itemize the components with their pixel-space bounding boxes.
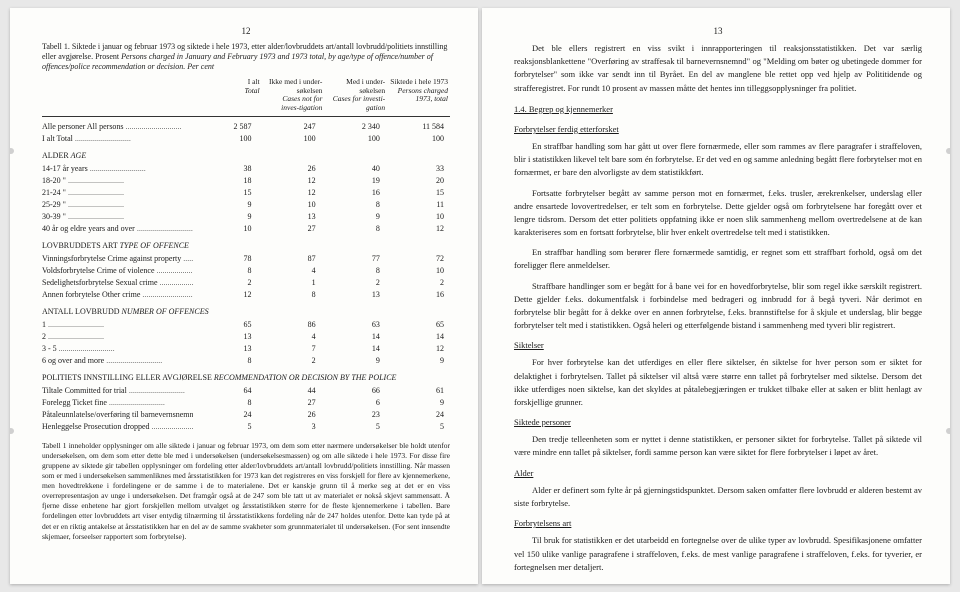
table-row: Påtaleunnlatelse/overføring til barnever… xyxy=(42,409,450,421)
para-10: Dersom en person er siktet for flere for… xyxy=(514,581,922,584)
table-row: 21-24 " ............................1512… xyxy=(42,187,450,199)
page-left: 12 Tabell 1. Siktede i januar og februar… xyxy=(10,8,478,584)
right-text-body: Det ble ellers registrert en viss svikt … xyxy=(514,42,922,584)
table-title: Tabell 1. Siktede i januar og februar 19… xyxy=(42,42,450,72)
table-body: Alle personer All persons ..............… xyxy=(42,121,450,433)
para-3: Fortsatte forbrytelser begått av samme p… xyxy=(514,187,922,240)
table-row: 2 ............................1341414 xyxy=(42,331,450,343)
table-row: 30-39 " ............................9139… xyxy=(42,211,450,223)
table-row: 3 - 5 ............................137141… xyxy=(42,343,450,355)
table-row: 14-17 år years .........................… xyxy=(42,163,450,175)
para-8: Alder er definert som fylte år på gjerni… xyxy=(514,484,922,510)
page-number-left: 12 xyxy=(42,26,450,36)
table-row: 6 og over and more .....................… xyxy=(42,355,450,367)
col-total-it: Total xyxy=(201,87,260,96)
para-intro: Det ble ellers registrert en viss svikt … xyxy=(514,42,922,95)
col-notinv: Ikke med i under-søkelsen xyxy=(264,78,323,95)
para-9: Til bruk for statistikken er det utarbei… xyxy=(514,534,922,574)
section-heading: LOVBRUDDETS ART TYPE OF OFFENCE xyxy=(42,241,450,250)
para-7: Den tredje telleenheten som er nyttet i … xyxy=(514,433,922,459)
table-row: Sedelighetsforbrytelse Sexual crime ....… xyxy=(42,277,450,289)
heading-forbr: Forbrytelser ferdig etterforsket xyxy=(514,123,922,136)
table-row: I alt Total ............................… xyxy=(42,133,450,145)
table-row: 18-20 " ............................1812… xyxy=(42,175,450,187)
footnote-text: Tabell 1 inneholder opplysninger om alle… xyxy=(42,441,450,542)
heading-14: 1.4. Begrep og kjennemerker xyxy=(514,103,922,116)
heading-alder: Alder xyxy=(514,467,922,480)
page-right: 13 Det ble ellers registrert en viss svi… xyxy=(482,8,950,584)
page-number-right: 13 xyxy=(514,26,922,36)
col-inv: Med i under-søkelsen xyxy=(326,78,385,95)
para-5: Straffbare handlinger som er begått for … xyxy=(514,280,922,333)
heading-forbrart: Forbrytelsens art xyxy=(514,517,922,530)
para-6: For hver forbrytelse kan det utferdiges … xyxy=(514,356,922,409)
table-row: Vinningsforbrytelse Crime against proper… xyxy=(42,253,450,265)
table-row: Alle personer All persons ..............… xyxy=(42,121,450,133)
col-year-it: Persons charged 1973, total xyxy=(389,87,448,104)
table-row: Forelegg Ticket fine ...................… xyxy=(42,397,450,409)
section-heading: POLITIETS INNSTILLING ELLER AVGJØRELSE R… xyxy=(42,373,450,382)
table-row: Tiltale Committed for trial ............… xyxy=(42,385,450,397)
col-notinv-it: Cases not for inves-tigation xyxy=(264,95,323,112)
heading-sikt-p: Siktede personer xyxy=(514,416,922,429)
table-row: Annen forbrytelse Other crime ..........… xyxy=(42,289,450,301)
heading-sikt: Siktelser xyxy=(514,339,922,352)
table-row: Voldsforbrytelse Crime of violence .....… xyxy=(42,265,450,277)
column-headers: I alt Total Ikke med i under-søkelsen Ca… xyxy=(42,78,450,117)
para-4: En straffbar handling som berører flere … xyxy=(514,246,922,272)
para-2: En straffbar handling som har gått ut ov… xyxy=(514,140,922,180)
table-row: 25-29 " ............................9108… xyxy=(42,199,450,211)
section-heading: ANTALL LOVBRUDD NUMBER OF OFFENCES xyxy=(42,307,450,316)
table-row: Henleggelse Prosecution dropped ........… xyxy=(42,421,450,433)
section-heading: ALDER AGE xyxy=(42,151,450,160)
table-row: 1 ............................65866365 xyxy=(42,319,450,331)
col-inv-it: Cases for investi-gation xyxy=(326,95,385,112)
table-row: 40 år og eldre years and over ..........… xyxy=(42,223,450,235)
